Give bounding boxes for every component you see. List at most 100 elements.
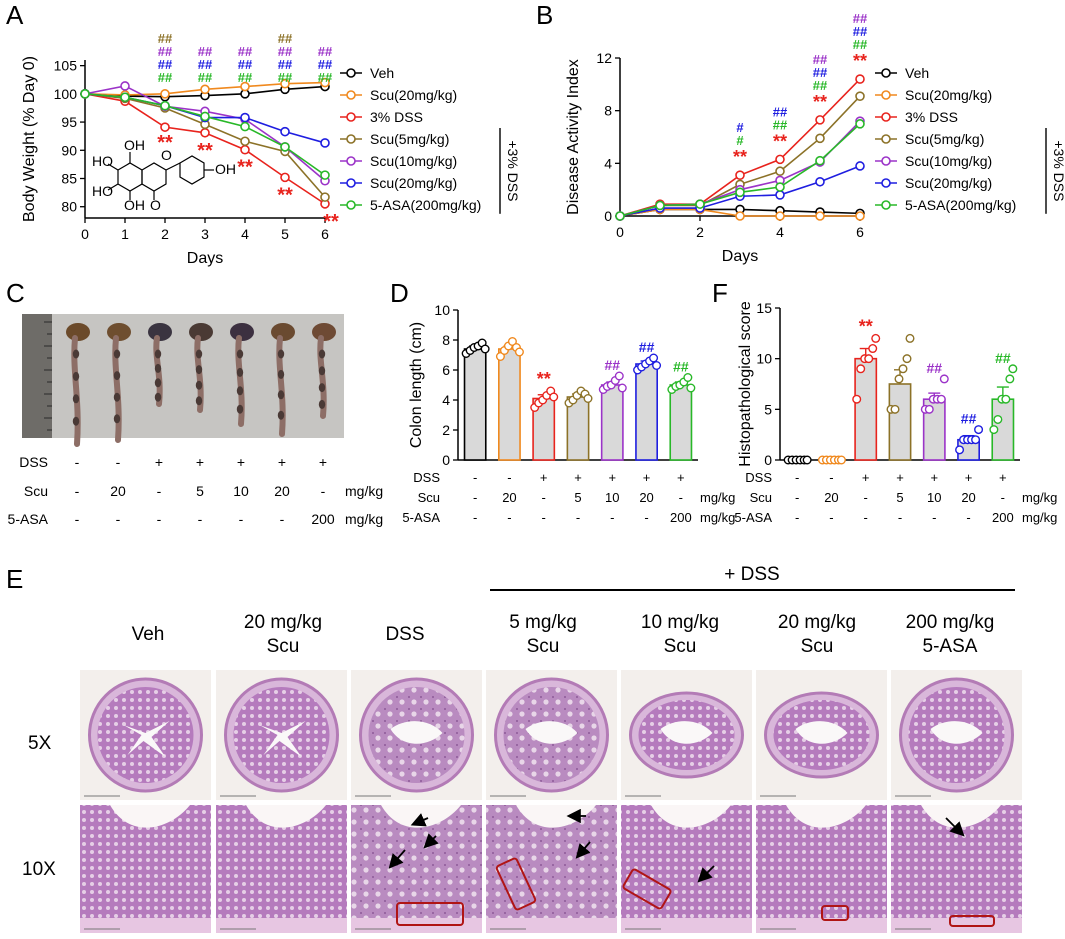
highlight-box — [495, 857, 537, 911]
y-tick-label: 0 — [442, 452, 450, 468]
y-tick-label: 0 — [764, 452, 772, 468]
lumen — [930, 721, 983, 744]
table-cell: 20 — [824, 490, 838, 505]
table-cell: - — [280, 511, 285, 527]
bar — [854, 357, 878, 461]
x-axis-label: Days — [187, 250, 223, 267]
significance-hash: ## — [813, 65, 828, 80]
significance-hash: ## — [198, 70, 213, 85]
significance-stars: ** — [813, 92, 827, 112]
legend-swatch-marker — [881, 112, 891, 122]
table-cell: 20 — [274, 483, 290, 499]
lumen — [786, 805, 866, 828]
histology-column-header: 5-ASA — [923, 636, 978, 657]
significance-hash: ## — [278, 70, 293, 85]
table-cell: - — [795, 510, 799, 525]
table-cell: + — [965, 470, 973, 485]
fecal-pellet — [318, 366, 326, 376]
data-point — [902, 354, 912, 364]
colon-segment — [276, 335, 286, 437]
fecal-pellet — [72, 349, 80, 359]
table-cell: + — [278, 454, 286, 470]
data-point — [240, 81, 250, 92]
dss-bracket-label: + DSS — [724, 564, 779, 585]
cecum — [189, 323, 213, 341]
bar — [669, 384, 693, 461]
lesion-arrow — [697, 865, 715, 883]
table-cell: 10 — [927, 490, 941, 505]
table-cell: - — [829, 470, 833, 485]
fecal-pellet — [154, 392, 162, 402]
histology-panel: + DSS Veh 20 mg/kg Scu DSS 5 mg/kg Scu 10 mg/k… — [22, 564, 1022, 933]
table-cell: + — [677, 470, 685, 485]
legend-swatch-marker — [881, 90, 891, 100]
table-unit: mg/kg — [700, 490, 735, 505]
data-point — [775, 182, 785, 192]
table-row-label: 5-ASA — [8, 511, 49, 527]
data-point — [280, 172, 290, 183]
data-point — [989, 425, 999, 435]
data-point — [614, 371, 624, 381]
significance-stars: ** — [733, 147, 747, 167]
legend-label: Scu(10mg/kg) — [905, 153, 992, 169]
fecal-pellet — [113, 414, 121, 424]
significance-hash: ## — [813, 78, 828, 93]
data-point — [775, 211, 785, 221]
histology-column-header: 5 mg/kg — [509, 612, 577, 633]
highlight-box — [396, 902, 464, 926]
structure-label: O — [161, 147, 172, 163]
lumen — [259, 721, 306, 757]
histology-column-header: Scu — [801, 636, 834, 657]
fecal-pellet — [195, 396, 203, 406]
x-tick-label: 6 — [856, 224, 864, 240]
table-cell: - — [198, 511, 203, 527]
legend-label: Scu(20mg/kg) — [905, 175, 992, 191]
legend-label: Scu(10mg/kg) — [370, 153, 457, 169]
significance-mark: ## — [926, 360, 942, 376]
muscularis — [621, 918, 752, 933]
lumen — [795, 721, 848, 744]
legend-swatch-marker — [346, 178, 356, 188]
data-point — [955, 445, 965, 455]
histology-image-5x — [216, 670, 347, 800]
y-tick-label: 85 — [61, 171, 77, 187]
significance-hash: ## — [853, 37, 868, 52]
legend-swatch-marker — [881, 68, 891, 78]
histology-image-5x — [891, 670, 1022, 800]
data-point — [855, 74, 865, 84]
ruler-ticks — [44, 321, 52, 431]
bar — [888, 383, 912, 461]
data-point — [775, 154, 785, 165]
muscularis — [756, 918, 887, 933]
legend-swatch-marker — [346, 112, 356, 122]
table-cell: - — [864, 490, 868, 505]
table-cell: + — [896, 470, 904, 485]
legend-swatch-marker — [346, 156, 356, 166]
data-point — [652, 361, 662, 371]
legend-label: Scu(20mg/kg) — [370, 87, 457, 103]
significance-hash: ## — [158, 70, 173, 85]
y-tick-label: 12 — [596, 50, 612, 66]
table-cell: + — [196, 454, 204, 470]
data-point — [815, 211, 825, 221]
lesion-arrow — [423, 833, 439, 849]
significance-mark: ** — [537, 369, 551, 389]
significance-stars: ** — [237, 157, 253, 179]
data-point — [855, 119, 865, 129]
table-cell: + — [862, 470, 870, 485]
data-point — [160, 89, 170, 99]
muscularis — [486, 918, 617, 933]
x-tick-label: 3 — [201, 226, 209, 242]
significance-hash: ## — [318, 70, 333, 85]
significance-mark: ## — [639, 339, 655, 355]
histology-image-5x — [756, 670, 887, 800]
histology-image-10x — [80, 805, 211, 933]
colon-specimen — [148, 323, 172, 407]
histology-column-header: 20 mg/kg — [778, 612, 856, 633]
fecal-pellet — [72, 371, 80, 381]
scutellarein-structure: OH HO HO OH OH O O — [92, 137, 236, 213]
data-point — [735, 170, 745, 180]
fecal-pellet — [277, 349, 285, 359]
lumen — [390, 721, 443, 744]
